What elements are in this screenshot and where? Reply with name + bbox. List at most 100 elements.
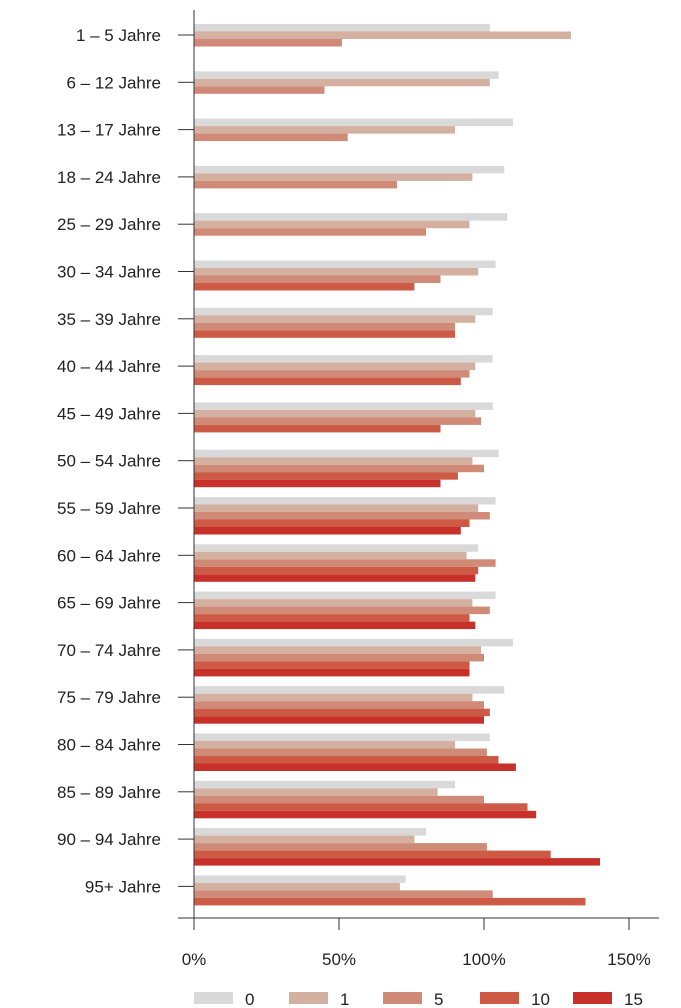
y-tick-label-3: 18 – 24 Jahre [57, 168, 161, 187]
legend-swatch-5 [383, 992, 422, 1004]
legend-swatch-15 [573, 992, 612, 1004]
bar-17-series-1 [194, 835, 415, 844]
bar-8-series-0 [194, 402, 493, 410]
y-tick-label-6: 35 – 39 Jahre [57, 310, 161, 329]
bar-11-series-1 [194, 551, 467, 560]
y-tick-label-5: 30 – 34 Jahre [57, 263, 161, 282]
bar-1-series-0 [194, 71, 499, 79]
bar-15-series-5 [194, 748, 487, 756]
bar-2-series-0 [194, 118, 513, 127]
bar-12-series-10 [194, 614, 470, 622]
bar-15-series-15 [194, 763, 516, 771]
legend-swatch-0 [194, 992, 233, 1004]
bar-4-series-0 [194, 213, 508, 221]
bar-13-series-5 [194, 653, 484, 662]
bar-7-series-10 [194, 377, 461, 386]
bar-17-series-5 [194, 843, 487, 851]
bar-15-series-1 [194, 741, 455, 749]
y-tick-label-12: 65 – 69 Jahre [57, 594, 161, 613]
bar-8-series-10 [194, 424, 441, 433]
bar-7-series-1 [194, 362, 476, 371]
x-tick-label-2: 100% [462, 950, 505, 969]
bar-13-series-15 [194, 668, 470, 677]
bar-16-series-10 [194, 803, 528, 811]
bar-9-series-5 [194, 464, 484, 473]
legend-label-15: 15 [624, 990, 643, 1008]
y-tick-label-10: 55 – 59 Jahre [57, 499, 161, 518]
bar-14-series-0 [194, 686, 505, 694]
legend-label-1: 1 [340, 990, 349, 1008]
y-tick-label-13: 70 – 74 Jahre [57, 641, 161, 660]
bar-12-series-5 [194, 606, 490, 615]
bar-14-series-5 [194, 701, 484, 709]
x-tick-label-1: 50% [322, 950, 356, 969]
x-tick-label-3: 150% [607, 950, 650, 969]
bar-15-series-0 [194, 733, 490, 741]
bar-9-series-0 [194, 449, 499, 458]
y-tick-label-4: 25 – 29 Jahre [57, 215, 161, 234]
bar-3-series-5 [194, 180, 397, 189]
y-axis: 1 – 5 Jahre 6 – 12 Jahre 13 – 17 Jahre 18 –… [57, 26, 194, 896]
bar-12-series-15 [194, 621, 476, 630]
legend-label-5: 5 [434, 990, 443, 1008]
bar-9-series-1 [194, 457, 473, 465]
bar-6-series-5 [194, 322, 455, 331]
y-tick-label-1: 6 – 12 Jahre [66, 73, 161, 92]
y-tick-label-2: 13 – 17 Jahre [57, 121, 161, 140]
bars-group [194, 24, 600, 906]
bar-7-series-5 [194, 370, 470, 378]
bar-1-series-1 [194, 78, 490, 87]
y-tick-label-11: 60 – 64 Jahre [57, 546, 161, 565]
y-tick-label-18: 95+ Jahre [85, 877, 161, 896]
bar-14-series-15 [194, 716, 484, 724]
bar-16-series-15 [194, 810, 537, 819]
bar-16-series-0 [194, 780, 455, 789]
y-tick-label-16: 85 – 89 Jahre [57, 783, 161, 802]
bar-0-series-1 [194, 31, 571, 39]
bar-6-series-0 [194, 307, 493, 316]
bar-11-series-10 [194, 566, 479, 575]
bar-3-series-1 [194, 173, 473, 181]
bar-15-series-10 [194, 756, 499, 764]
y-tick-label-15: 80 – 84 Jahre [57, 736, 161, 755]
bar-14-series-1 [194, 693, 473, 702]
bar-5-series-10 [194, 283, 415, 291]
bar-10-series-0 [194, 497, 496, 505]
bar-3-series-0 [194, 165, 505, 174]
bar-9-series-10 [194, 472, 458, 480]
bar-13-series-1 [194, 646, 482, 654]
bar-2-series-1 [194, 126, 455, 134]
y-tick-label-7: 40 – 44 Jahre [57, 357, 161, 376]
bar-8-series-5 [194, 417, 482, 425]
bar-0-series-0 [194, 24, 490, 32]
bar-0-series-5 [194, 39, 342, 47]
bar-2-series-5 [194, 133, 348, 142]
bar-10-series-5 [194, 512, 490, 520]
bar-18-series-1 [194, 882, 400, 891]
legend-label-10: 10 [531, 990, 550, 1008]
bar-18-series-10 [194, 897, 586, 906]
bar-16-series-5 [194, 795, 484, 804]
bar-17-series-0 [194, 828, 426, 836]
bar-5-series-0 [194, 260, 496, 268]
bar-16-series-1 [194, 788, 438, 796]
legend-swatch-1 [289, 992, 328, 1004]
bar-6-series-1 [194, 315, 476, 323]
bar-13-series-10 [194, 661, 470, 669]
x-tick-label-0: 0% [182, 950, 207, 969]
bar-4-series-5 [194, 228, 426, 236]
bar-4-series-1 [194, 220, 470, 229]
y-tick-label-8: 45 – 49 Jahre [57, 404, 161, 423]
bar-11-series-15 [194, 574, 476, 582]
bar-7-series-0 [194, 355, 493, 363]
bar-17-series-10 [194, 850, 551, 859]
bar-18-series-0 [194, 875, 406, 883]
legend: 0 1 5 10 15 [194, 990, 643, 1008]
bar-14-series-10 [194, 708, 490, 717]
bar-12-series-0 [194, 591, 496, 600]
y-tick-label-17: 90 – 94 Jahre [57, 830, 161, 849]
bar-11-series-0 [194, 544, 479, 552]
bar-6-series-10 [194, 330, 455, 338]
x-axis: 0% 50% 100% 150% [182, 918, 651, 969]
